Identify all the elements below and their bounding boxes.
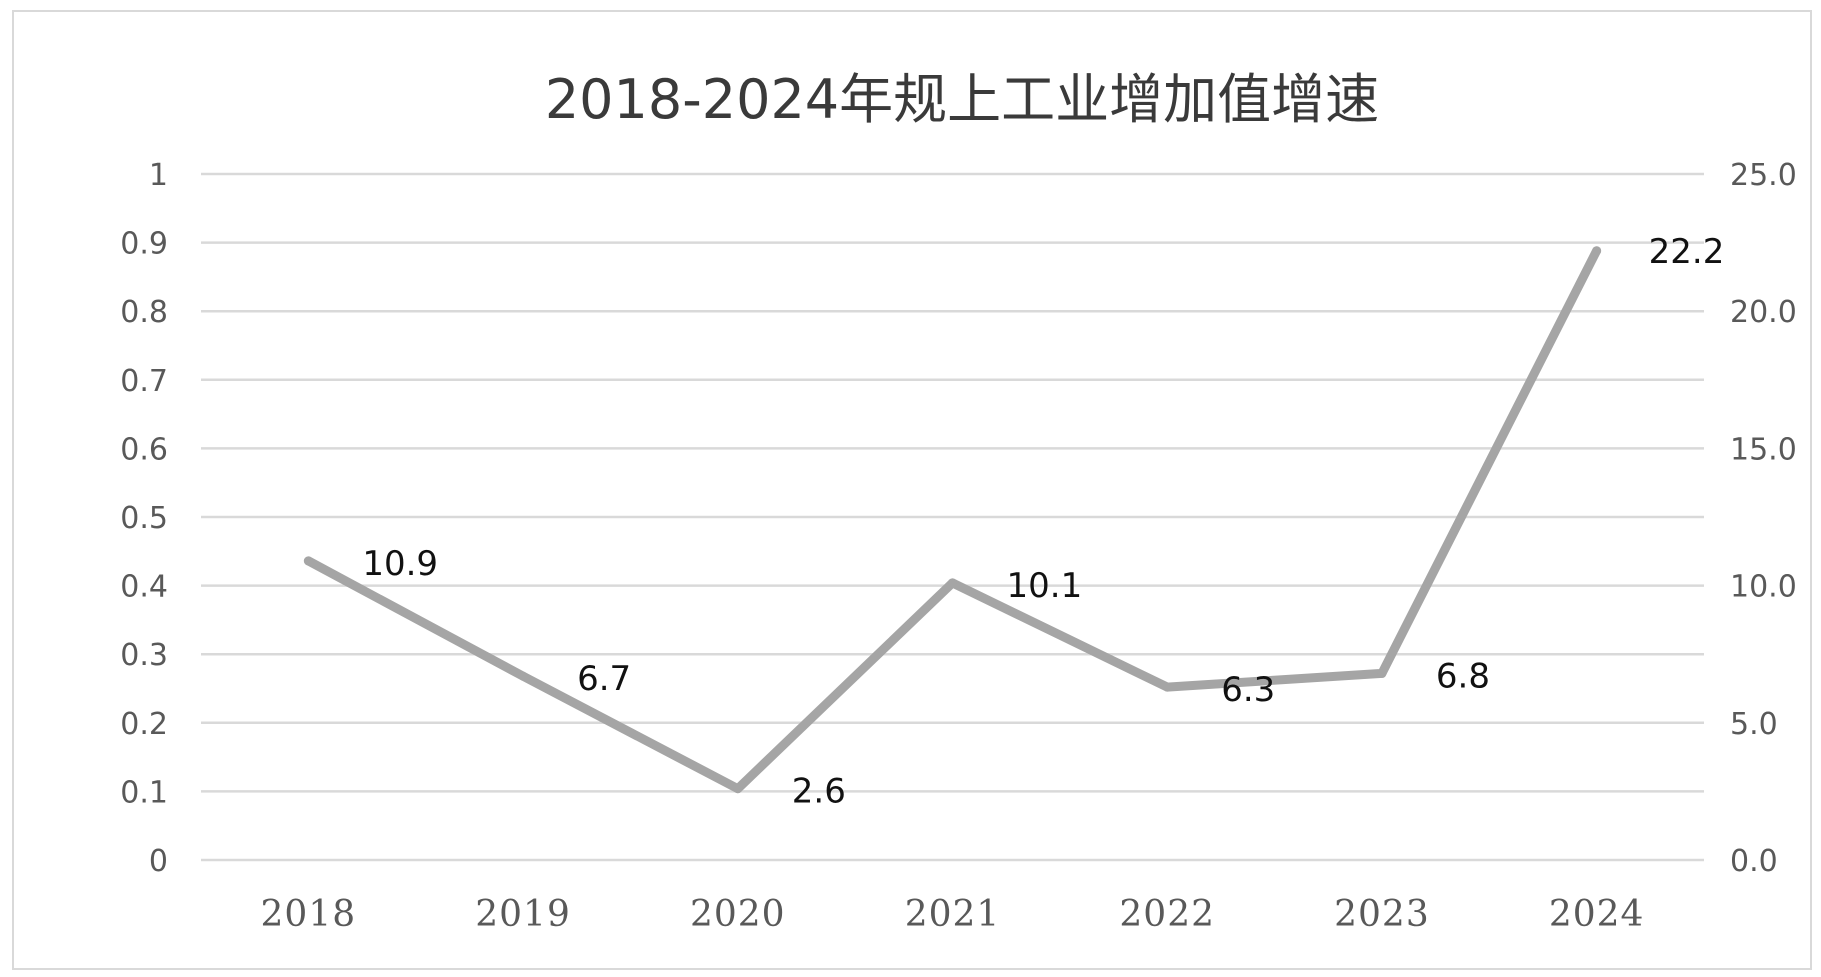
right-axis-tick-label: 25.0: [1730, 158, 1797, 193]
data-point: [1377, 668, 1387, 678]
left-axis: 0 0.1 0.2 0.3 0.4 0.5 0.6 0.7 0.8 0.9 1: [120, 158, 168, 879]
right-axis-tick-label: 15.0: [1730, 432, 1797, 467]
right-axis-tick-label: 10.0: [1730, 570, 1797, 605]
left-axis-tick-label: 0.7: [120, 364, 168, 399]
left-axis-tick-label: 0.1: [120, 775, 168, 810]
data-point: [1592, 246, 1602, 256]
x-axis-tick-label: 2022: [1119, 894, 1215, 935]
data-label: 10.1: [1007, 566, 1083, 606]
data-label: 6.3: [1221, 670, 1275, 710]
right-axis: 0.0 5.0 10.0 15.0 20.0 25.0: [1730, 158, 1797, 879]
left-axis-tick-label: 0.4: [120, 570, 168, 605]
data-point: [518, 671, 528, 681]
gridlines: [201, 172, 1704, 862]
x-axis-tick-label: 2018: [261, 894, 357, 935]
x-axis-tick-label: 2020: [690, 894, 786, 935]
x-axis-tick-label: 2019: [475, 894, 571, 935]
right-axis-tick-label: 20.0: [1730, 295, 1797, 330]
chart-svg: 2018-2024年规上工业增加值增速 00.10.20.30.40.50.60…: [120, 68, 1797, 935]
data-labels: 10.9 6.7 2.6 10.1 6.3 6.8 22.2: [362, 232, 1724, 812]
left-axis-tick-label: 0: [149, 844, 168, 879]
chart-frame: 2018-2024年规上工业增加值增速 0 0.1 0.2 0.3 0.4 0.5 0.6 0…: [12, 10, 1812, 970]
series-layer: [303, 246, 1602, 794]
data-point: [733, 784, 743, 794]
chart-title: 2018-2024年规上工业增加值增速: [545, 68, 1379, 131]
left-axis-tick-label: 0.3: [120, 638, 168, 673]
x-axis: 2018 2019 2020 2021 2022 2023 2024: [261, 894, 1645, 935]
left-axis-tick-label: 1: [149, 158, 168, 193]
data-label: 6.8: [1436, 656, 1490, 696]
data-label: 6.7: [577, 659, 631, 699]
right-axis-tick-label: 5.0: [1730, 707, 1778, 742]
data-point: [1162, 682, 1172, 692]
data-label: 22.2: [1649, 232, 1725, 272]
data-point: [303, 556, 313, 566]
left-axis-tick-label: 0.5: [120, 501, 168, 536]
right-axis-tick-label: 0.0: [1730, 844, 1778, 879]
left-axis-tick-label: 0.8: [120, 295, 168, 330]
data-label: 10.9: [362, 544, 438, 584]
x-axis-tick-label: 2024: [1549, 894, 1645, 935]
data-label: 2.6: [792, 772, 846, 812]
data-point: [948, 578, 957, 588]
x-axis-tick-label: 2023: [1334, 894, 1430, 935]
series-line: [303, 246, 1602, 794]
x-axis-tick-label: 2021: [905, 894, 1001, 935]
left-axis-tick-label: 0.9: [120, 227, 168, 262]
left-axis-tick-label: 0.6: [120, 432, 168, 467]
left-axis-tick-label: 0.2: [120, 707, 168, 742]
